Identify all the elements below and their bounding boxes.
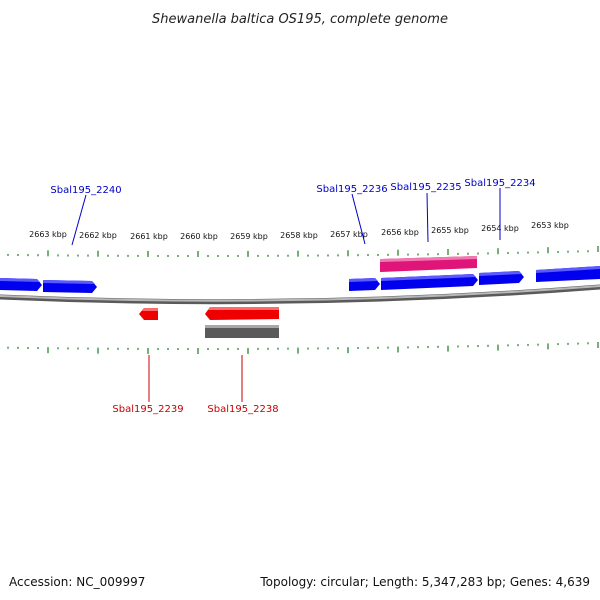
gene-label-sbal195-2234[interactable]: Sbal195_2234 <box>464 178 535 189</box>
tick-label-2655: 2655 kbp <box>431 226 469 235</box>
tick-label-2661: 2661 kbp <box>130 232 168 241</box>
gray-feature[interactable] <box>205 325 279 338</box>
rna-feature[interactable] <box>380 256 477 272</box>
tick-label-2658: 2658 kbp <box>280 231 318 240</box>
accession-text: Accession: NC_009997 <box>9 575 145 589</box>
forward-gene-track <box>0 266 600 293</box>
lower-tick-track <box>7 342 599 354</box>
gene-label-sbal195-2236[interactable]: Sbal195_2236 <box>316 184 387 195</box>
gene-label-sbal195-2240[interactable]: Sbal195_2240 <box>50 185 121 196</box>
tick-label-2653: 2653 kbp <box>531 221 569 230</box>
upper-tick-track <box>7 246 599 257</box>
gene-arrow-sbal195-2234[interactable] <box>479 271 524 285</box>
leader-lines <box>71 188 501 402</box>
genome-backbone-highlight <box>0 285 600 302</box>
tick-labels: 2663 kbp 2662 kbp 2661 kbp 2660 kbp 2659… <box>29 221 569 241</box>
leader-sbal195-2235 <box>426 192 429 243</box>
reverse-gene-track <box>139 307 279 338</box>
leader-sbal195-2236 <box>351 193 366 245</box>
tick-label-2657: 2657 kbp <box>330 230 368 239</box>
gene-label-sbal195-2235[interactable]: Sbal195_2235 <box>390 182 461 193</box>
tick-label-2656: 2656 kbp <box>381 228 419 237</box>
leader-sbal195-2240 <box>71 194 87 246</box>
tick-label-2660: 2660 kbp <box>180 232 218 241</box>
gene-arrow-sbal195-2239[interactable] <box>139 308 158 320</box>
gene-label-sbal195-2238[interactable]: Sbal195_2238 <box>207 404 278 415</box>
gene-arrow-sbal195-2241[interactable] <box>0 278 42 291</box>
gene-arrow-sbal195-2235[interactable] <box>381 274 478 290</box>
map-title: Shewanella baltica OS195, complete genom… <box>152 12 448 27</box>
gene-label-sbal195-2239[interactable]: Sbal195_2239 <box>112 404 183 415</box>
gene-arrow-sbal195-2238[interactable] <box>205 307 279 320</box>
gene-arrow-sbal195-2236[interactable] <box>349 278 380 291</box>
topology-text: Topology: circular; Length: 5,347,283 bp… <box>259 575 590 589</box>
tick-label-2663: 2663 kbp <box>29 230 67 239</box>
tick-label-2662: 2662 kbp <box>79 231 117 240</box>
gene-arrow-sbal195-2240[interactable] <box>43 280 97 293</box>
gene-labels: Sbal195_2240 Sbal195_2236 Sbal195_2235 S… <box>50 178 535 415</box>
gene-arrow-sbal195-2233[interactable] <box>536 266 600 282</box>
tick-label-2659: 2659 kbp <box>230 232 268 241</box>
